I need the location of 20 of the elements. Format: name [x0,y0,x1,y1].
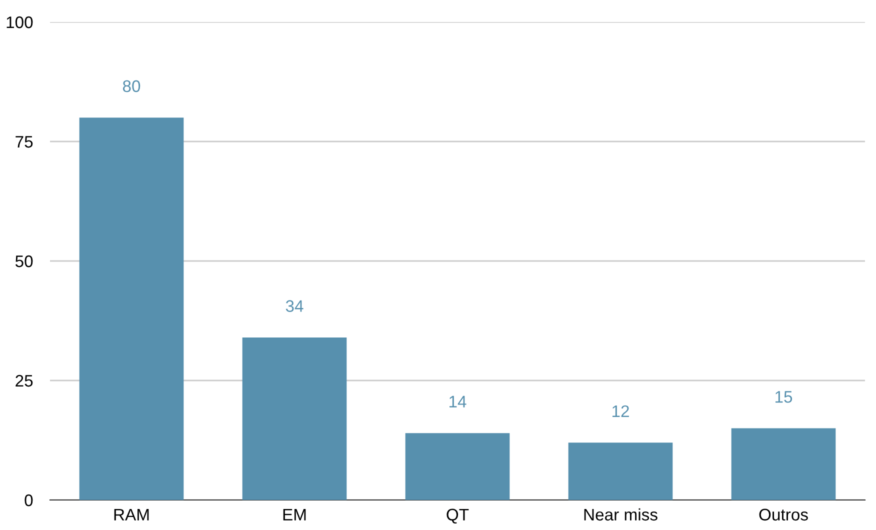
bar [568,442,673,500]
bar [242,337,347,500]
data-label: 14 [450,396,466,408]
bar [79,118,184,500]
y-tick-label: 75 [16,136,33,148]
data-label: 12 [612,405,629,417]
x-tick-label: QT [446,508,469,524]
data-label: 34 [286,300,304,312]
y-tick-label: 50 [15,255,33,268]
bar [405,433,510,500]
y-tick-label: 100 [6,16,33,28]
x-tick-label: EM [283,508,306,520]
x-tick-label: Outros [759,508,808,521]
data-label: 80 [122,80,140,92]
y-tick-label: 0 [24,494,33,506]
x-tick-label: Near miss [584,508,658,521]
y-tick-label: 25 [16,374,33,387]
bar [731,428,836,500]
data-label: 15 [776,391,792,403]
x-tick-label: RAM [114,508,149,520]
